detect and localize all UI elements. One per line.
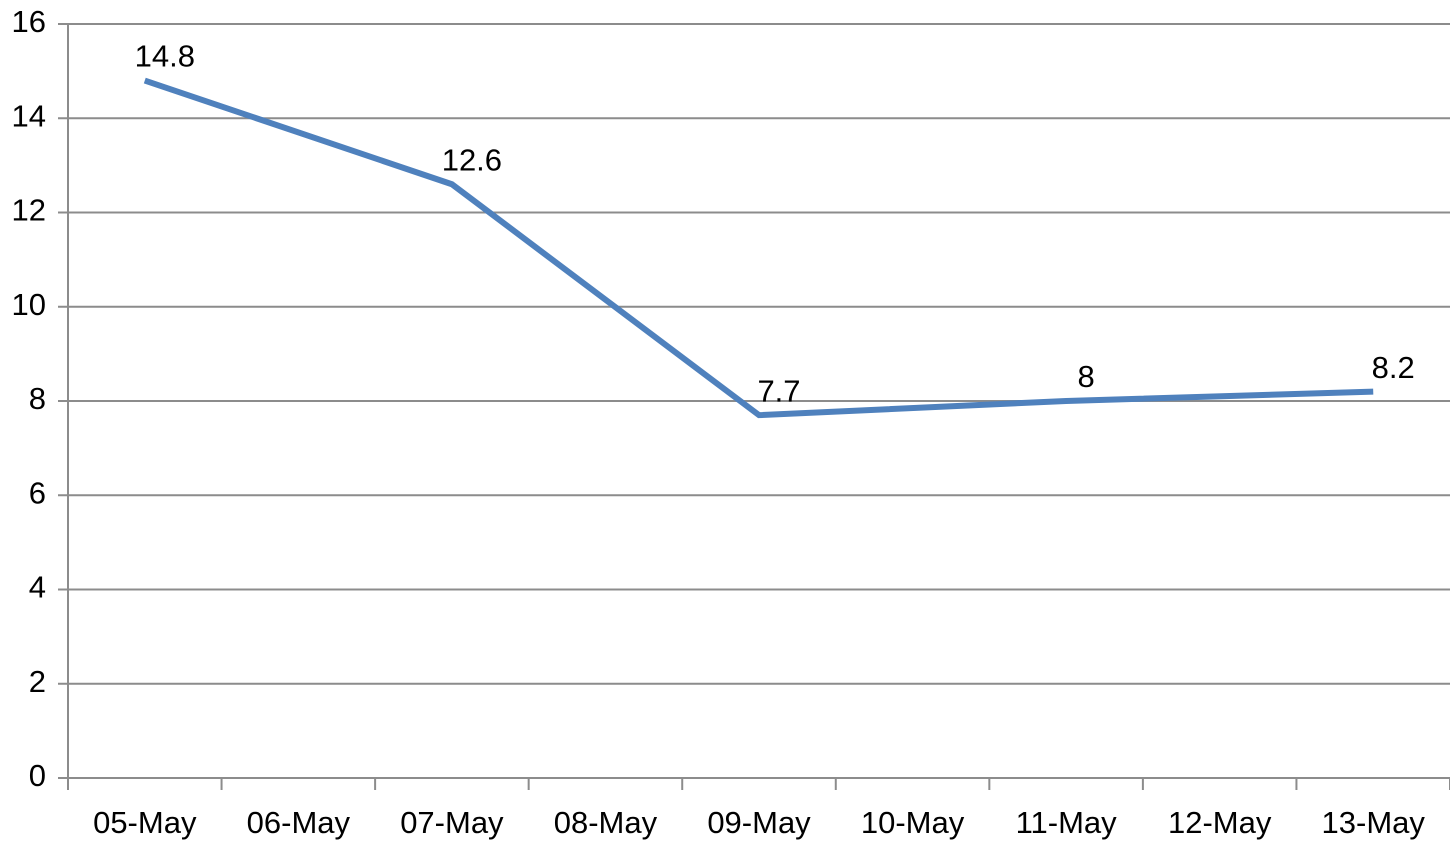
x-tick-label: 09-May bbox=[707, 805, 811, 840]
y-tick-label: 12 bbox=[12, 193, 46, 228]
line-series bbox=[143, 77, 1374, 419]
x-tick-label: 05-May bbox=[93, 805, 197, 840]
data-label: 8.2 bbox=[1372, 350, 1415, 385]
x-tick-label: 06-May bbox=[247, 805, 351, 840]
data-label: 8 bbox=[1077, 359, 1094, 394]
x-tick-label: 10-May bbox=[861, 805, 965, 840]
data-label: 12.6 bbox=[442, 142, 502, 177]
y-tick-label: 6 bbox=[29, 475, 46, 510]
y-tick-label: 2 bbox=[29, 664, 46, 699]
x-tick-label: 08-May bbox=[554, 805, 658, 840]
data-label: 7.7 bbox=[757, 373, 800, 408]
y-tick-label: 16 bbox=[12, 4, 46, 39]
y-tick-label: 4 bbox=[29, 570, 46, 605]
x-tick-label: 12-May bbox=[1168, 805, 1272, 840]
y-tick-label: 10 bbox=[12, 287, 46, 322]
x-tick-label: 13-May bbox=[1322, 805, 1426, 840]
y-tick-label: 0 bbox=[29, 758, 46, 793]
x-tick-label: 07-May bbox=[400, 805, 504, 840]
data-label: 14.8 bbox=[135, 39, 195, 74]
x-tick-label: 11-May bbox=[1016, 805, 1118, 840]
y-tick-label: 8 bbox=[29, 381, 46, 416]
y-tick-label: 14 bbox=[12, 98, 46, 133]
